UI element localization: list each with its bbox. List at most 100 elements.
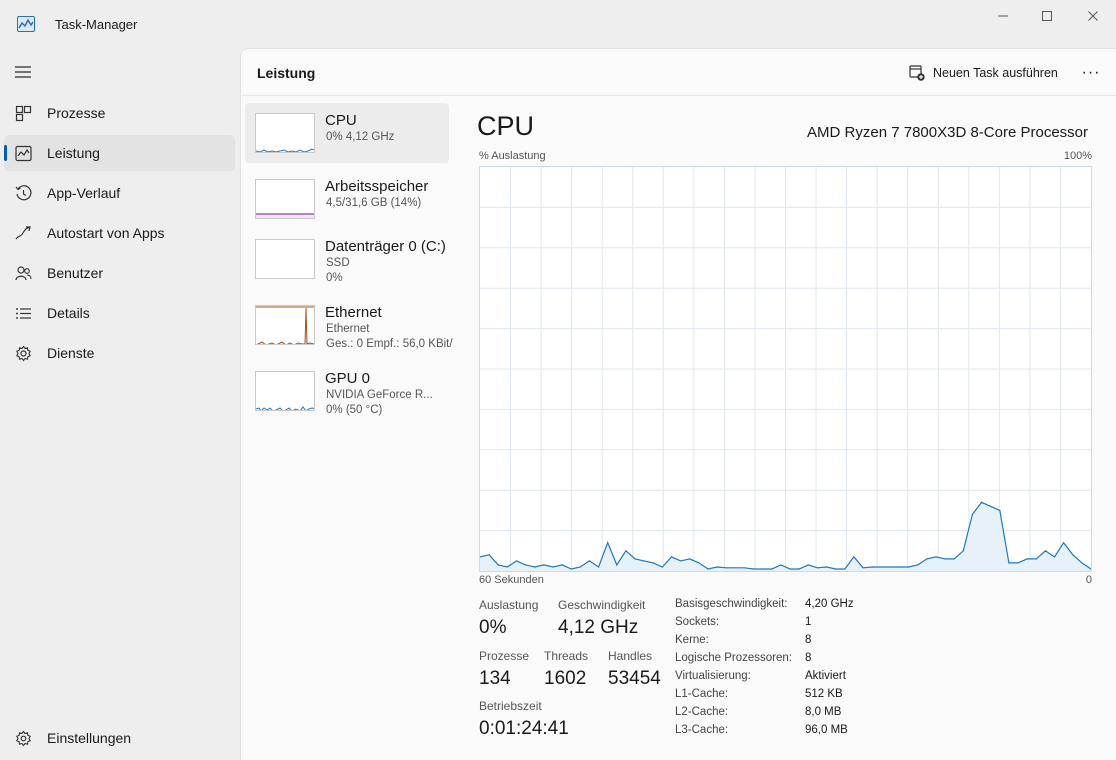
cpu-usage-point — [789, 568, 791, 570]
utilization-label: Auslastung — [479, 598, 539, 612]
sidebar: Prozesse Leistung App-Verlauf Autostart … — [0, 48, 240, 760]
chart-y-label: % Auslastung — [479, 150, 546, 162]
more-options-button[interactable]: ··· — [1081, 64, 1101, 81]
speed-value: 4,12 GHz — [558, 617, 639, 638]
utilization-value: 0% — [479, 617, 507, 638]
page-title: Leistung — [257, 65, 316, 81]
device-name: Arbeitsspeicher — [325, 178, 429, 195]
processes-label: Prozesse — [479, 649, 530, 663]
cpu-usage-point — [616, 564, 618, 566]
cpu-usage-point — [935, 556, 937, 558]
sidebar-item-app-verlauf[interactable]: App-Verlauf — [4, 175, 235, 211]
sidebar-item-autostart[interactable]: Autostart von Apps — [4, 215, 235, 251]
uptime-value: 0:01:24:41 — [479, 718, 569, 739]
sidebar-item-label: Benutzer — [47, 265, 104, 281]
cpu-usage-point — [1035, 558, 1037, 560]
gpu-thumbnail — [255, 371, 315, 411]
sidebar-item-prozesse[interactable]: Prozesse — [4, 95, 235, 131]
device-info: 0% (50 °C) — [326, 404, 383, 416]
sidebar-item-benutzer[interactable]: Benutzer — [4, 255, 235, 291]
cpu-usage-point — [561, 564, 563, 566]
details-icon — [16, 308, 31, 319]
cpu-usage-point — [1072, 554, 1074, 556]
cpu-usage-point — [990, 505, 992, 507]
cpu-usage-point — [625, 550, 627, 552]
detail-label: L2-Cache: — [675, 706, 729, 718]
cpu-usage-point — [944, 558, 946, 560]
run-task-icon — [909, 65, 925, 81]
content-header: Leistung Neuen Task ausführen ··· — [241, 49, 1116, 96]
sidebar-item-leistung[interactable]: Leistung — [4, 135, 235, 171]
threads-value: 1602 — [544, 668, 587, 689]
cpu-usage-point — [917, 564, 919, 566]
cpu-usage-point — [953, 558, 955, 560]
cpu-usage-point — [762, 568, 764, 570]
cpu-usage-point — [698, 562, 700, 564]
cpu-model: AMD Ryzen 7 7800X3D 8-Core Processor — [807, 124, 1088, 141]
device-item-cpu[interactable]: CPU 0% 4,12 GHz — [245, 103, 449, 163]
cpu-thumbnail-line — [256, 148, 314, 152]
cpu-usage-point — [853, 556, 855, 558]
detail-value: 8 — [805, 652, 812, 664]
sidebar-item-label: Autostart von Apps — [47, 225, 165, 241]
gpu-thumbnail-line — [256, 406, 314, 410]
sidebar-item-details[interactable]: Details — [4, 295, 235, 331]
sidebar-item-dienste[interactable]: Dienste — [4, 335, 235, 371]
cpu-usage-point — [771, 568, 773, 570]
settings-gear-icon — [16, 730, 31, 747]
uptime-label: Betriebszeit — [479, 699, 542, 713]
run-new-task-button[interactable]: Neuen Task ausführen — [901, 59, 1066, 87]
cpu-usage-point — [753, 568, 755, 570]
title-bar: Task-Manager — [0, 0, 1116, 48]
maximize-button[interactable] — [1024, 4, 1070, 28]
cpu-usage-point — [707, 568, 709, 570]
detail-label: Virtualisierung: — [675, 670, 751, 682]
device-item-gpu[interactable]: GPU 0 NVIDIA GeForce R... 0% (50 °C) — [245, 361, 449, 421]
cpu-usage-point — [1008, 562, 1010, 564]
detail-label: Kerne: — [675, 634, 709, 646]
sidebar-item-label: App-Verlauf — [47, 185, 121, 201]
processes-icon — [15, 105, 32, 122]
cpu-usage-point — [981, 501, 983, 503]
cpu-usage-point — [643, 560, 645, 562]
cpu-usage-point — [525, 564, 527, 566]
close-icon — [1088, 11, 1098, 21]
cpu-usage-point — [1063, 542, 1065, 544]
device-item-disk[interactable]: Datenträger 0 (C:) SSD 0% — [245, 229, 449, 289]
speed-label: Geschwindigkeit — [558, 598, 646, 612]
sidebar-item-label: Einstellungen — [47, 730, 132, 746]
content-panel: Leistung Neuen Task ausführen ··· CPU 0%… — [240, 48, 1116, 760]
window-title: Task-Manager — [55, 17, 138, 32]
ethernet-thumbnail-line — [256, 307, 314, 344]
device-item-memory[interactable]: Arbeitsspeicher 4,5/31,6 GB (14%) — [245, 169, 449, 229]
detail-label: Logische Prozessoren: — [675, 652, 792, 664]
device-info: 0% 4,12 GHz — [326, 131, 395, 143]
sidebar-item-label: Prozesse — [47, 105, 106, 121]
cpu-usage-line — [479, 501, 1092, 570]
cpu-usage-point — [534, 566, 536, 568]
memory-thumbnail-fill — [256, 214, 314, 218]
device-info: Ges.: 0 Empf.: 56,0 KBit/ — [326, 338, 453, 350]
cpu-usage-point — [634, 558, 636, 560]
cpu-usage-point — [798, 568, 800, 570]
device-info: 4,5/31,6 GB (14%) — [326, 197, 422, 209]
detail-value: 8 — [805, 634, 812, 646]
detail-value: 1 — [805, 616, 812, 628]
device-item-ethernet[interactable]: Ethernet Ethernet Ges.: 0 Empf.: 56,0 KB… — [245, 295, 453, 355]
cpu-usage-point — [898, 566, 901, 568]
performance-icon — [15, 145, 32, 162]
processes-value: 134 — [479, 668, 511, 689]
cpu-usage-point — [862, 567, 864, 569]
cpu-usage-point — [689, 558, 691, 560]
chart-x-label-start: 60 Sekunden — [479, 574, 544, 586]
sidebar-item-einstellungen[interactable]: Einstellungen — [4, 720, 235, 756]
cpu-usage-point — [807, 564, 809, 566]
cpu-usage-point — [825, 566, 828, 568]
device-info: SSD — [326, 257, 350, 269]
cpu-usage-point — [1017, 562, 1019, 564]
cpu-usage-point — [725, 567, 727, 569]
device-name: CPU — [325, 112, 357, 129]
close-button[interactable] — [1070, 4, 1116, 28]
hamburger-menu-icon[interactable] — [15, 66, 31, 78]
minimize-button[interactable] — [980, 4, 1026, 28]
